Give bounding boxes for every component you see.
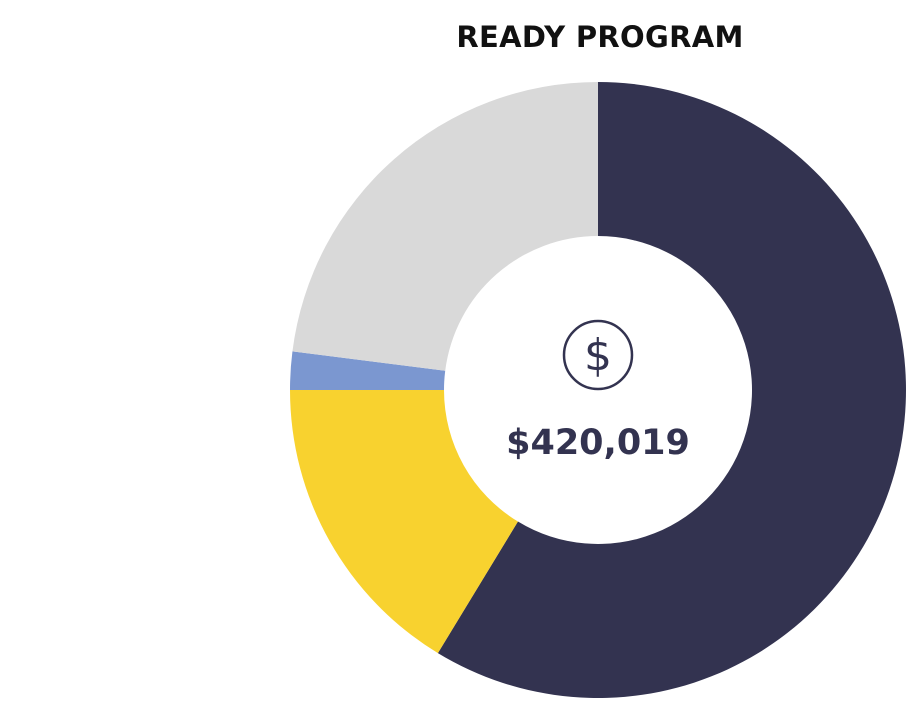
chart-title: READY PROGRAM: [456, 20, 744, 54]
donut-slice-3: [290, 351, 446, 390]
donut-slices: [290, 82, 907, 698]
donut-slice-2: [290, 390, 518, 654]
donut-slice-1: [437, 82, 907, 698]
donut-slice-4: [292, 82, 598, 371]
center-total-value: $420,019: [506, 423, 690, 463]
dollar-circle-icon: $: [562, 319, 634, 391]
svg-text:$: $: [584, 330, 612, 381]
